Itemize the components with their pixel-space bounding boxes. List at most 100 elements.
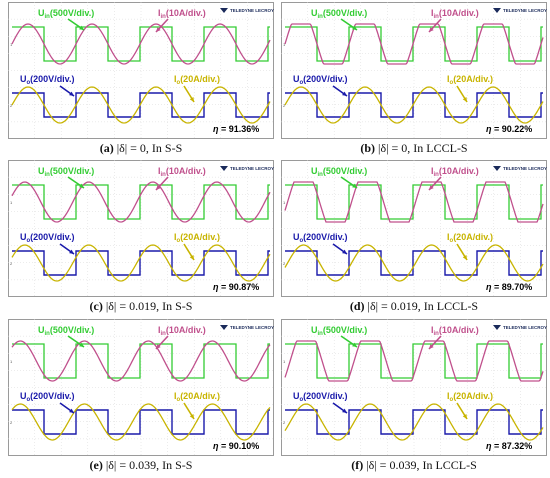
uo-label: Uo(200V/div.) bbox=[20, 74, 75, 86]
uin-trace bbox=[12, 343, 270, 379]
efficiency-label: η = 90.10% bbox=[213, 441, 259, 451]
iin-trace bbox=[284, 340, 544, 382]
iin-trace bbox=[11, 181, 271, 223]
efficiency-label: η = 91.36% bbox=[213, 124, 259, 134]
channel-marker: 1 bbox=[10, 42, 13, 47]
brand-text: TELEDYNE LECROY bbox=[503, 166, 547, 171]
io-label: Io(20A/div.) bbox=[174, 74, 220, 86]
iin-label: Iin(10A/div.) bbox=[431, 166, 479, 178]
panel-tag: (f) bbox=[351, 458, 364, 472]
iin-label: Iin(10A/div.) bbox=[431, 325, 479, 337]
brand-text: TELEDYNE LECROY bbox=[503, 325, 547, 330]
teledyne-logo: TELEDYNE LECROY bbox=[220, 325, 274, 330]
iin-label: Iin(10A/div.) bbox=[158, 325, 206, 337]
uo-label: Uo(200V/div.) bbox=[293, 74, 348, 86]
uin-arrow-head bbox=[79, 25, 84, 30]
channel-marker: 2 bbox=[10, 420, 13, 425]
uo-arrow-head bbox=[69, 249, 74, 254]
efficiency-label: η = 87.32% bbox=[486, 441, 532, 451]
uin-arrow-head bbox=[352, 25, 357, 30]
oscilloscope-screen: TELEDYNE LECROY 1 2 Uin(500V/div.) Iin(10A/d… bbox=[281, 160, 547, 297]
uin-label: Uin(500V/div.) bbox=[38, 166, 94, 178]
teledyne-logo: TELEDYNE LECROY bbox=[493, 166, 547, 171]
efficiency-label: η = 90.22% bbox=[486, 124, 532, 134]
uin-arrow-head bbox=[352, 342, 357, 347]
channel-marker: 2 bbox=[10, 261, 13, 266]
io-label: Io(20A/div.) bbox=[174, 232, 220, 244]
uin-trace bbox=[12, 26, 270, 62]
panel-tag: (a) bbox=[99, 141, 114, 155]
scope-panel: TELEDYNE LECROY 1 2 Uin(500V/div.) Iin(10A/d… bbox=[8, 319, 274, 477]
teledyne-logo: TELEDYNE LECROY bbox=[220, 8, 274, 13]
uo-arrow-head bbox=[342, 249, 347, 254]
uo-trace bbox=[285, 409, 543, 435]
uo-trace bbox=[12, 409, 270, 435]
panel-caption-text: |δ| = 0, In LCCL-S bbox=[375, 141, 468, 155]
panel-caption: (e) |δ| = 0.039, In S-S bbox=[8, 458, 274, 473]
teledyne-logo: TELEDYNE LECROY bbox=[493, 325, 547, 330]
iin-arrow-head bbox=[156, 185, 161, 190]
panel-tag: (b) bbox=[360, 141, 376, 155]
uin-arrow-head bbox=[79, 342, 84, 347]
brand-text: TELEDYNE LECROY bbox=[230, 166, 274, 171]
iin-arrow-head bbox=[429, 344, 434, 349]
io-trace bbox=[284, 244, 544, 282]
uo-arrow-head bbox=[342, 408, 347, 413]
scope-panel: TELEDYNE LECROY 1 2 Uin(500V/div.) Iin(10A/d… bbox=[8, 160, 274, 318]
uin-label: Uin(500V/div.) bbox=[311, 325, 367, 337]
uo-label: Uo(200V/div.) bbox=[20, 391, 75, 403]
io-trace bbox=[284, 86, 544, 124]
oscilloscope-screen: TELEDYNE LECROY 1 2 Uin(500V/div.) Iin(10A/d… bbox=[8, 2, 274, 139]
uin-arrow-head bbox=[352, 183, 357, 188]
iin-label: Iin(10A/div.) bbox=[158, 166, 206, 178]
io-arrow-head bbox=[462, 97, 467, 102]
iin-trace bbox=[284, 181, 544, 223]
panel-caption: (c) |δ| = 0.019, In S-S bbox=[8, 299, 274, 314]
iin-trace bbox=[11, 23, 271, 65]
uo-trace bbox=[12, 92, 270, 118]
panel-caption: (f) |δ| = 0.039, In LCCL-S bbox=[281, 458, 547, 473]
io-trace bbox=[11, 86, 271, 124]
io-label: Io(20A/div.) bbox=[447, 391, 493, 403]
uo-arrow-head bbox=[69, 408, 74, 413]
uin-label: Uin(500V/div.) bbox=[311, 8, 367, 20]
panel-tag: (d) bbox=[349, 299, 365, 313]
uin-label: Uin(500V/div.) bbox=[38, 325, 94, 337]
iin-arrow-head bbox=[156, 27, 161, 32]
panel-caption: (d) |δ| = 0.019, In LCCL-S bbox=[281, 299, 547, 314]
oscilloscope-screen: TELEDYNE LECROY 1 2 Uin(500V/div.) Iin(10A/d… bbox=[281, 319, 547, 456]
io-label: Io(20A/div.) bbox=[447, 232, 493, 244]
brand-text: TELEDYNE LECROY bbox=[230, 325, 274, 330]
iin-arrow-head bbox=[429, 27, 434, 32]
channel-marker: 1 bbox=[10, 359, 13, 364]
iin-arrow-head bbox=[156, 344, 161, 349]
oscilloscope-screen: TELEDYNE LECROY 1 2 Uin(500V/div.) Iin(10A/d… bbox=[281, 2, 547, 139]
io-label: Io(20A/div.) bbox=[447, 74, 493, 86]
uin-trace bbox=[285, 343, 543, 379]
brand-text: TELEDYNE LECROY bbox=[230, 8, 274, 13]
panel-caption-text: |δ| = 0.019, In LCCL-S bbox=[364, 299, 479, 313]
uo-arrow-head bbox=[342, 91, 347, 96]
channel-marker: 2 bbox=[283, 261, 286, 266]
uo-trace bbox=[12, 250, 270, 276]
iin-label: Iin(10A/div.) bbox=[431, 8, 479, 20]
panel-caption: (b) |δ| = 0, In LCCL-S bbox=[281, 141, 547, 156]
iin-arrow-head bbox=[429, 185, 434, 190]
channel-marker: 1 bbox=[10, 200, 13, 205]
teledyne-logo: TELEDYNE LECROY bbox=[493, 8, 547, 13]
io-trace bbox=[284, 403, 544, 441]
panel-caption-text: |δ| = 0.019, In S-S bbox=[102, 299, 193, 313]
uo-label: Uo(200V/div.) bbox=[20, 232, 75, 244]
io-arrow-head bbox=[189, 414, 194, 419]
channel-marker: 2 bbox=[10, 103, 13, 108]
io-arrow-head bbox=[462, 414, 467, 419]
iin-trace bbox=[284, 23, 544, 65]
scope-panel: TELEDYNE LECROY 1 2 Uin(500V/div.) Iin(10A/d… bbox=[281, 160, 547, 318]
uo-arrow-head bbox=[69, 91, 74, 96]
iin-label: Iin(10A/div.) bbox=[158, 8, 206, 20]
scope-panel: TELEDYNE LECROY 1 2 Uin(500V/div.) Iin(10A/d… bbox=[281, 2, 547, 160]
uin-label: Uin(500V/div.) bbox=[38, 8, 94, 20]
channel-marker: 2 bbox=[283, 103, 286, 108]
uin-trace bbox=[12, 184, 270, 220]
panel-tag: (e) bbox=[89, 458, 103, 472]
